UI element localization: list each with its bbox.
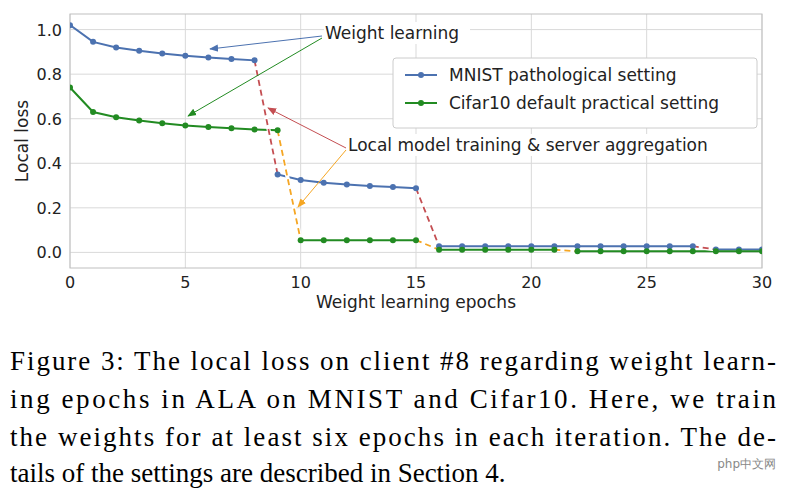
x-tick-label: 5: [180, 273, 190, 292]
legend-marker: [418, 72, 424, 78]
annotation-arrow: [188, 38, 322, 116]
watermark-bg: [702, 452, 780, 474]
y-tick-label: 1.0: [37, 21, 62, 40]
y-tick-label: 0.8: [37, 65, 62, 84]
point: [321, 180, 327, 186]
point: [70, 22, 73, 28]
point: [413, 237, 419, 243]
point: [528, 247, 534, 253]
y-tick-label: 0.4: [37, 154, 62, 173]
point: [182, 122, 188, 128]
caption-line: the weights for at least six epochs in e…: [10, 422, 776, 452]
point: [113, 44, 119, 50]
point: [667, 248, 673, 254]
point: [344, 181, 350, 187]
legend-marker: [418, 100, 424, 106]
point: [574, 248, 580, 254]
point: [159, 120, 165, 126]
point: [90, 109, 96, 115]
point: [205, 124, 211, 130]
point: [136, 48, 142, 54]
legend: MNIST pathological setting Cifar10 defaul…: [393, 58, 757, 128]
point: [505, 247, 511, 253]
point: [690, 243, 696, 249]
point: [298, 237, 304, 243]
y-axis-label: Local loss: [12, 100, 32, 182]
point: [90, 39, 96, 45]
watermark: php中文网: [717, 457, 776, 471]
point: [136, 118, 142, 124]
plot-area: [70, 22, 762, 254]
series: [70, 25, 762, 249]
point: [598, 243, 604, 249]
x-tick-label: 20: [521, 273, 541, 292]
point: [621, 248, 627, 254]
point: [228, 56, 234, 62]
point: [736, 248, 742, 254]
point: [298, 177, 304, 183]
point: [574, 243, 580, 249]
point: [459, 247, 465, 253]
point: [390, 184, 396, 190]
point: [713, 248, 719, 254]
caption-line: tails of the settings are described in S…: [10, 458, 506, 488]
point: [621, 243, 627, 249]
point: [205, 54, 211, 60]
y-tick-label: 0.2: [37, 199, 62, 218]
caption-line: Figure 3: The local loss on client #8 re…: [10, 346, 776, 376]
legend-label: Cifar10 default practical setting: [449, 93, 719, 113]
point: [644, 243, 650, 249]
annotation-bg: [324, 22, 470, 44]
x-tick-label: 30: [752, 273, 772, 292]
y-tick-label: 0.6: [37, 110, 62, 129]
point: [759, 248, 762, 254]
point: [228, 125, 234, 131]
legend-label: MNIST pathological setting: [449, 65, 677, 85]
annotation: Local model training & server aggregatio…: [348, 135, 708, 155]
figure: 0.0 0.2 0.4 0.6 0.8 1.0 0 5 10 15 20 25 30 Weight lea…: [0, 0, 786, 494]
y-tick-label: 0.0: [37, 243, 62, 262]
point: [159, 50, 165, 56]
point: [182, 53, 188, 59]
x-tick-label: 25: [636, 273, 656, 292]
x-axis-label: Weight learning epochs: [316, 292, 516, 312]
grid: [70, 14, 762, 268]
annotation-bg: [347, 134, 723, 156]
annotation-arrow: [210, 36, 322, 49]
annotation: Weight learning: [325, 23, 459, 43]
plot-frame: [70, 14, 762, 268]
point: [413, 185, 419, 191]
point: [644, 248, 650, 254]
point: [113, 114, 119, 120]
annotation-arrow: [298, 150, 346, 207]
point: [321, 237, 327, 243]
point: [344, 237, 350, 243]
annotation-arrow: [268, 108, 346, 148]
x-tick-label: 10: [290, 273, 310, 292]
x-tick-label: 0: [65, 273, 75, 292]
point: [390, 237, 396, 243]
point: [70, 85, 73, 91]
background: [0, 0, 786, 494]
point: [551, 247, 557, 253]
point: [598, 248, 604, 254]
point: [436, 247, 442, 253]
line: [70, 25, 762, 249]
point: [482, 247, 488, 253]
point: [367, 237, 373, 243]
point: [690, 248, 696, 254]
legend-box: [393, 58, 757, 128]
point: [252, 57, 258, 63]
caption-line: ing epochs in ALA on MNIST and Cifar10. …: [10, 384, 777, 414]
point: [667, 243, 673, 249]
x-tick-label: 15: [406, 273, 426, 292]
point: [275, 171, 281, 177]
point: [367, 183, 373, 189]
point: [252, 126, 258, 132]
x-grid-line: [185, 14, 186, 268]
point: [275, 127, 281, 133]
